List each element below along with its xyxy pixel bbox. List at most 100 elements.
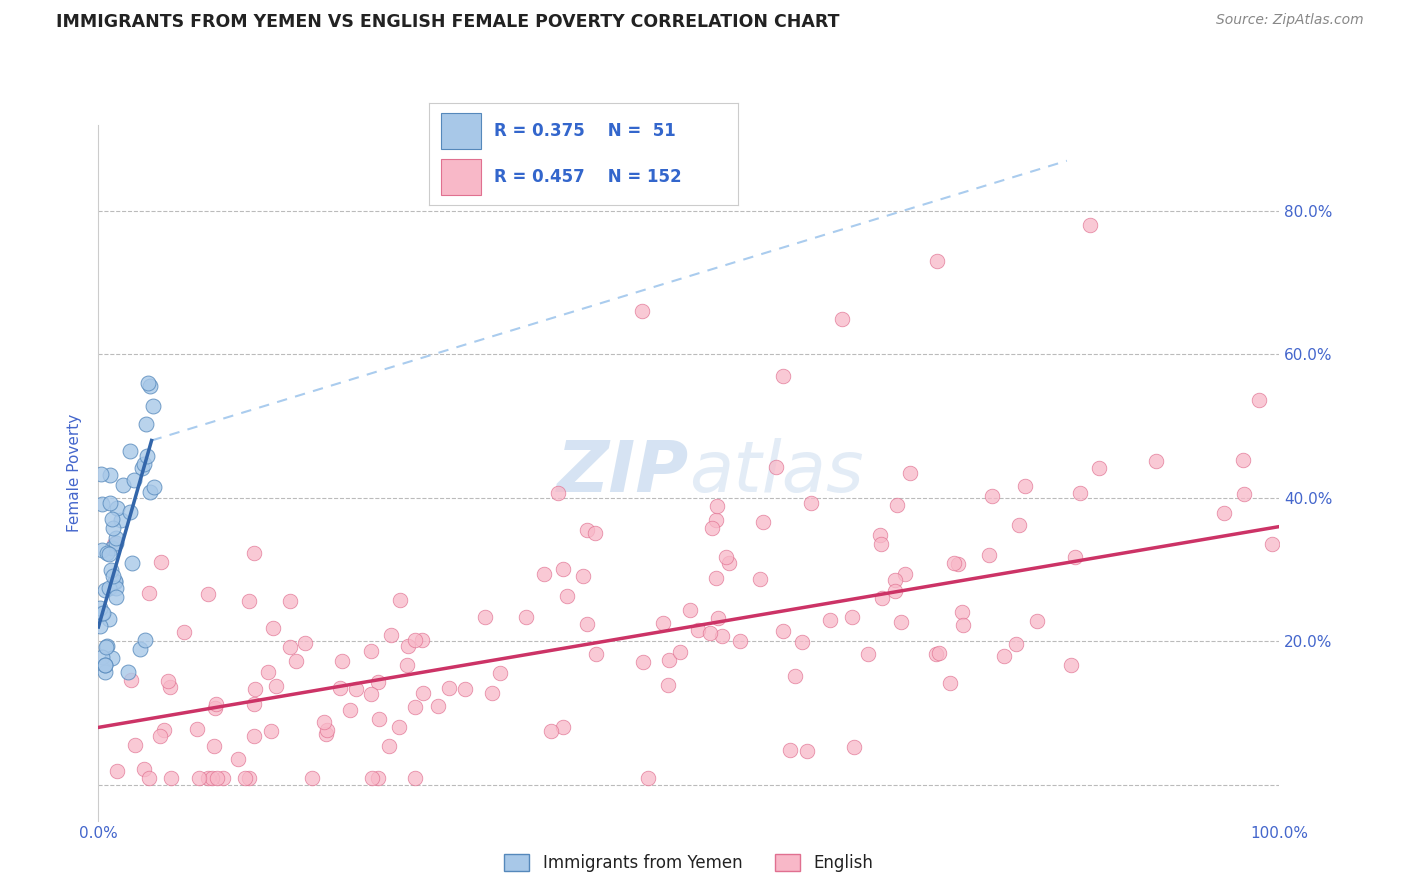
Point xyxy=(104,575,127,590)
Point xyxy=(124,738,146,752)
Point xyxy=(395,657,418,672)
Point xyxy=(339,703,361,717)
Point xyxy=(97,612,120,626)
Point xyxy=(583,525,606,540)
Point xyxy=(886,498,908,512)
Point xyxy=(103,521,125,535)
Point xyxy=(120,673,142,688)
Point xyxy=(378,739,401,753)
Point xyxy=(104,574,127,588)
Point xyxy=(284,654,307,668)
Point xyxy=(631,655,654,669)
Point xyxy=(412,686,434,700)
Point xyxy=(948,558,970,572)
Point xyxy=(704,513,727,527)
Point xyxy=(120,443,142,458)
Point xyxy=(977,548,1000,562)
Point xyxy=(278,593,301,607)
Point xyxy=(100,512,122,526)
Point xyxy=(396,640,419,654)
Point xyxy=(699,626,721,640)
Point xyxy=(131,461,153,475)
Point xyxy=(952,617,974,632)
Point xyxy=(938,676,960,690)
Point xyxy=(122,473,145,487)
Point xyxy=(779,742,801,756)
Point xyxy=(112,477,135,491)
Point xyxy=(630,304,652,318)
Point xyxy=(1080,219,1102,233)
Point xyxy=(679,602,702,616)
Point xyxy=(91,606,114,620)
Point xyxy=(551,721,574,735)
Point xyxy=(993,649,1015,664)
Point xyxy=(139,485,162,500)
Point xyxy=(360,643,382,657)
Point xyxy=(173,625,195,640)
Point xyxy=(94,665,117,679)
Point xyxy=(135,417,157,432)
Point xyxy=(330,654,353,668)
Point xyxy=(380,628,402,642)
Point xyxy=(186,722,208,736)
Point xyxy=(637,771,659,785)
Point xyxy=(138,771,160,785)
Point xyxy=(571,568,593,582)
Point xyxy=(153,723,176,738)
Point xyxy=(790,634,813,648)
Point xyxy=(367,713,389,727)
Point xyxy=(925,647,948,661)
Point xyxy=(228,752,250,766)
Point xyxy=(312,715,335,730)
Point xyxy=(132,762,155,776)
Point xyxy=(389,593,412,607)
Point xyxy=(136,449,159,463)
Point xyxy=(540,723,562,738)
Point xyxy=(118,505,141,519)
Point xyxy=(104,536,127,550)
Point xyxy=(100,651,122,665)
Point xyxy=(149,555,172,569)
Point xyxy=(91,497,114,511)
Point xyxy=(925,254,948,268)
Point xyxy=(1232,452,1254,467)
Point xyxy=(831,311,853,326)
Point xyxy=(105,764,128,778)
Point xyxy=(1026,614,1049,628)
Point xyxy=(950,605,973,619)
Point xyxy=(205,771,228,785)
Point xyxy=(238,771,260,785)
Point xyxy=(105,501,128,516)
Point xyxy=(96,639,118,653)
Point xyxy=(132,457,155,471)
Point xyxy=(728,634,751,648)
Point xyxy=(156,674,179,689)
Point xyxy=(765,459,787,474)
Point xyxy=(315,727,337,741)
Point xyxy=(856,647,879,661)
Point xyxy=(928,646,950,660)
Point xyxy=(772,624,794,638)
Point xyxy=(187,771,209,785)
Point xyxy=(98,496,121,510)
Point xyxy=(404,771,426,785)
Point xyxy=(898,467,921,481)
Point xyxy=(1063,549,1085,564)
Point xyxy=(90,649,112,664)
Point xyxy=(105,591,128,605)
Point xyxy=(98,467,121,482)
Point xyxy=(533,566,555,581)
Point xyxy=(260,724,283,739)
Point xyxy=(388,720,411,734)
Point xyxy=(204,700,226,714)
Point xyxy=(90,542,112,557)
Point xyxy=(943,556,966,570)
Point xyxy=(404,632,426,647)
Point xyxy=(117,665,139,679)
Point xyxy=(884,583,907,598)
Point xyxy=(243,697,266,711)
Point xyxy=(800,496,823,510)
Point xyxy=(686,623,709,637)
Point xyxy=(668,645,690,659)
Point xyxy=(243,682,266,697)
